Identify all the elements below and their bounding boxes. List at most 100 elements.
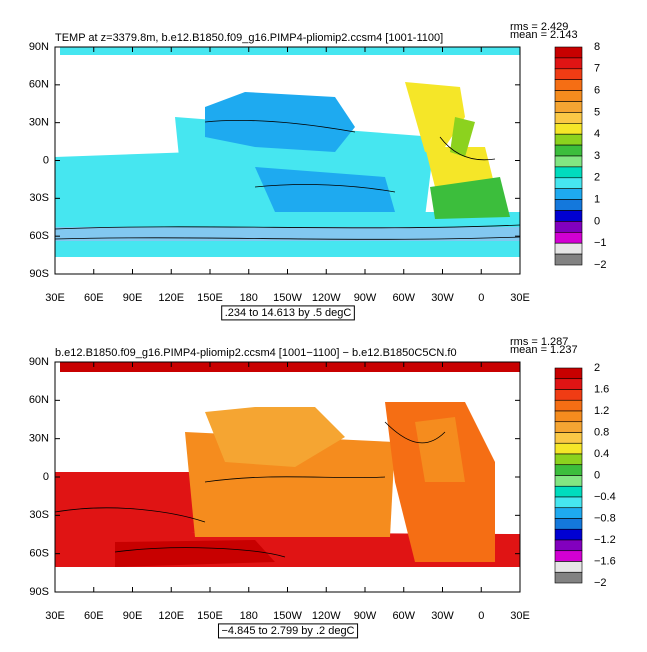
lon-label: 120W — [312, 610, 341, 622]
lon-label: 180 — [240, 610, 258, 622]
lat-label: 90S — [29, 586, 49, 598]
colorbar-label: −2 — [594, 259, 607, 271]
colorbar-box — [554, 421, 583, 433]
lon-label: 150E — [197, 292, 223, 304]
colorbar-box — [554, 571, 583, 584]
colorbar-box — [554, 253, 583, 266]
colorbar-box — [554, 242, 583, 255]
lon-label: 120W — [312, 292, 341, 304]
colorbar-label: 1.6 — [594, 383, 609, 395]
colorbar-box — [554, 155, 583, 168]
lat-label: 90S — [29, 268, 49, 280]
colorbar-box — [554, 442, 583, 455]
colorbar-label: −2 — [594, 577, 607, 589]
colorbar-label: 4 — [594, 128, 600, 140]
colorbar-box — [554, 496, 583, 509]
colorbar-label: 2 — [594, 362, 600, 374]
colorbar-box — [554, 79, 583, 91]
lon-label: 150W — [273, 292, 302, 304]
lon-label: 60W — [392, 292, 415, 304]
colorbar-box — [554, 90, 583, 102]
colorbar-box — [554, 210, 583, 222]
lon-label: 0 — [478, 292, 484, 304]
lon-label: 90W — [354, 292, 377, 304]
colorbar-box — [554, 221, 583, 233]
lon-label: 30E — [45, 292, 65, 304]
lon-label: 90W — [354, 610, 377, 622]
colorbar-box — [554, 378, 583, 390]
colorbar-label: 0.4 — [594, 448, 609, 460]
lon-label: 60W — [392, 610, 415, 622]
colorbar-box — [554, 453, 583, 466]
lat-label: 30S — [29, 192, 49, 204]
lon-label: 150W — [273, 610, 302, 622]
lat-label: 30N — [29, 117, 49, 129]
lon-label: 120E — [158, 610, 184, 622]
lon-label: 30W — [431, 610, 454, 622]
colorbar-box — [554, 367, 583, 380]
colorbar-box — [554, 432, 583, 444]
lat-label: 60N — [29, 394, 49, 406]
colorbar-box — [554, 561, 583, 573]
colorbar-box — [554, 410, 583, 423]
colorbar-label: 6 — [594, 85, 600, 97]
lon-label: 150E — [197, 610, 223, 622]
colorbar-box — [554, 166, 583, 179]
colorbar-label: −1.6 — [594, 555, 616, 567]
colorbar-box — [554, 485, 583, 498]
colorbar-label: 8 — [594, 41, 600, 53]
colorbar-label: 5 — [594, 106, 600, 118]
colorbar-label: −1.2 — [594, 534, 616, 546]
colorbar-box — [554, 177, 583, 190]
colorbar-box — [554, 46, 583, 59]
lon-label: 30E — [510, 292, 530, 304]
colorbar-label: 7 — [594, 63, 600, 75]
lat-label: 90N — [29, 356, 49, 368]
mean-label: mean = 2.143 — [510, 29, 578, 41]
colorbar-label: 0.8 — [594, 426, 609, 438]
map-fill — [54, 362, 520, 567]
colorbar-box — [554, 399, 583, 412]
lon-label: 30E — [45, 610, 65, 622]
lat-label: 60N — [29, 79, 49, 91]
colorbar-label: −0.8 — [594, 512, 616, 524]
colorbar-box — [554, 101, 583, 113]
lat-label: 30N — [29, 433, 49, 445]
colorbar-box — [554, 199, 583, 211]
colorbar-box — [554, 389, 583, 401]
colorbar-label: 1 — [594, 194, 600, 206]
lon-label: 30E — [510, 610, 530, 622]
lat-label: 60S — [29, 548, 49, 560]
colorbar-label: 0 — [594, 469, 600, 481]
lon-label: 30W — [431, 292, 454, 304]
colorbar-box — [554, 518, 583, 530]
colorbar-box — [554, 112, 583, 124]
colorbar-box — [554, 550, 583, 562]
lat-label: 0 — [43, 471, 49, 483]
mean-label: mean = 1.237 — [510, 344, 578, 356]
colorbar-box — [554, 123, 583, 135]
colorbar-label: 2 — [594, 172, 600, 184]
colorbar-box — [554, 475, 583, 487]
rms-label: rms = 1.287 — [510, 336, 568, 348]
range-box — [217, 623, 359, 639]
colorbar-box — [554, 133, 583, 146]
lat-label: 30S — [29, 509, 49, 521]
colorbar-label: 3 — [594, 150, 600, 162]
colorbar-box — [554, 144, 583, 157]
range-note: −4.845 to 2.799 by .2 degC — [221, 625, 354, 637]
colorbar-label: −0.4 — [594, 491, 616, 503]
colorbar-label: 1.2 — [594, 405, 609, 417]
panel-title: TEMP at z=3379.8m, b.e12.B1850.f09_g16.P… — [55, 32, 443, 44]
panel-title: b.e12.B1850.f09_g16.PIMP4-pliomip2.ccsm4… — [55, 347, 457, 359]
colorbar-box — [554, 539, 583, 552]
colorbar-box — [554, 232, 583, 244]
lat-label: 60S — [29, 230, 49, 242]
lon-label: 60E — [84, 610, 104, 622]
colorbar-box — [554, 188, 583, 200]
lat-label: 90N — [29, 41, 49, 53]
lon-label: 0 — [478, 610, 484, 622]
lat-label: 0 — [43, 154, 49, 166]
lon-label: 180 — [240, 292, 258, 304]
